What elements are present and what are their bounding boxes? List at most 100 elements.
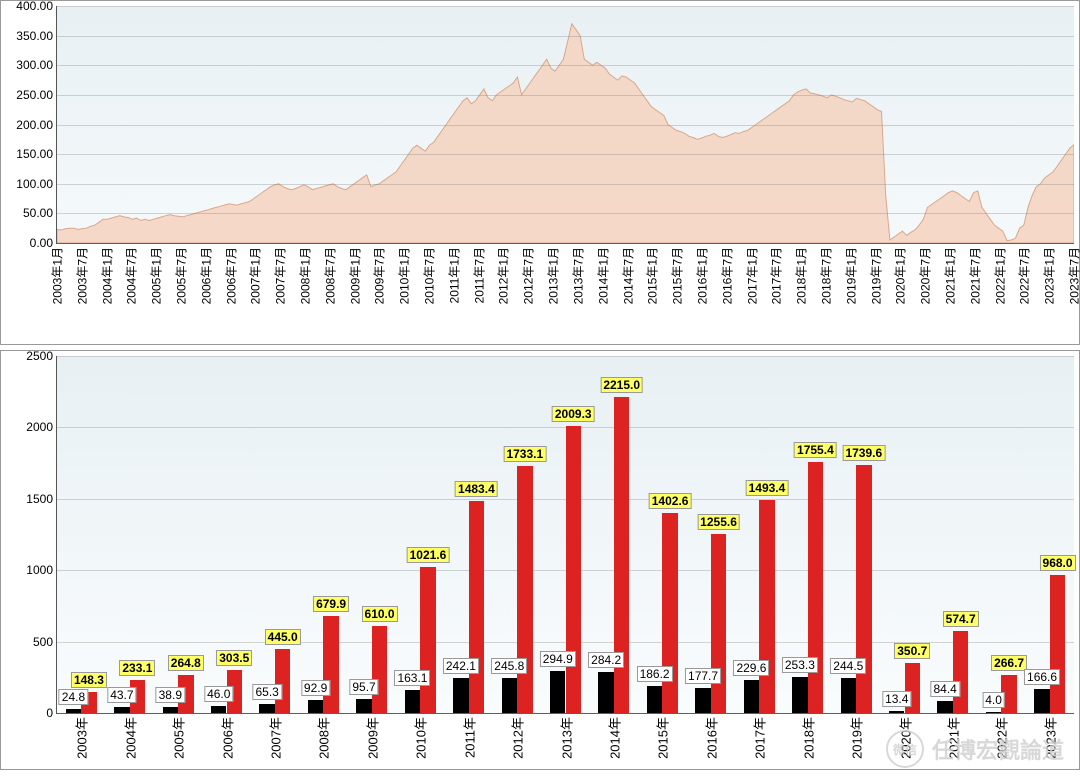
x-axis-label: 2014年 bbox=[604, 717, 623, 759]
x-axis-label: 2005年7月 bbox=[173, 247, 190, 304]
x-axis-label: 2007年1月 bbox=[247, 247, 264, 304]
bar-monthly bbox=[647, 686, 662, 713]
gridline bbox=[57, 213, 1074, 214]
bar-cumulative bbox=[372, 626, 387, 713]
gridline bbox=[57, 36, 1074, 37]
x-axis-label: 2018年7月 bbox=[817, 247, 834, 304]
bar-monthly bbox=[308, 700, 323, 713]
bar-monthly bbox=[502, 678, 517, 713]
x-axis-label: 2009年 bbox=[362, 717, 381, 759]
y-axis-label: 250.00 bbox=[16, 88, 53, 102]
gridline bbox=[57, 125, 1074, 126]
bar-monthly bbox=[937, 701, 952, 713]
x-axis-label: 2021年1月 bbox=[941, 247, 958, 304]
bar-monthly bbox=[453, 678, 468, 713]
y-axis-label: 50.00 bbox=[23, 206, 53, 220]
bar-chart-panel: 幸运博彩收入（亿澳门元） 历年7月当月 历年1-7月累计 05001000150… bbox=[0, 350, 1080, 770]
bar-label-monthly: 253.3 bbox=[782, 657, 818, 673]
bar-cumulative bbox=[469, 501, 484, 713]
bar-label-monthly: 92.9 bbox=[301, 680, 330, 696]
x-axis-label: 2017年7月 bbox=[768, 247, 785, 304]
bar-label-monthly: 163.1 bbox=[394, 670, 430, 686]
bar-label-monthly: 13.4 bbox=[882, 691, 911, 707]
watermark-icon: 微信 bbox=[886, 730, 924, 768]
x-axis-label: 2022年1月 bbox=[991, 247, 1008, 304]
x-axis-label: 2010年1月 bbox=[396, 247, 413, 304]
y-axis-label: 0 bbox=[46, 706, 53, 720]
x-axis-label: 2008年1月 bbox=[297, 247, 314, 304]
bar-cumulative bbox=[856, 465, 871, 713]
x-axis-label: 2012年 bbox=[508, 717, 527, 759]
x-axis-label: 2017年1月 bbox=[743, 247, 760, 304]
bar-label-monthly: 229.6 bbox=[733, 660, 769, 676]
bar-label-cumulative: 679.9 bbox=[313, 596, 349, 612]
bar-monthly bbox=[1034, 689, 1049, 713]
x-axis-label: 2006年 bbox=[217, 717, 236, 759]
bar-monthly bbox=[259, 704, 274, 713]
x-axis-label: 2017年 bbox=[750, 717, 769, 759]
gridline bbox=[57, 184, 1074, 185]
bar-label-cumulative: 1021.6 bbox=[407, 547, 450, 563]
bar-label-cumulative: 1483.4 bbox=[455, 481, 498, 497]
bar-label-monthly: 284.2 bbox=[588, 652, 624, 668]
x-axis-label: 2006年1月 bbox=[197, 247, 214, 304]
gridline bbox=[57, 65, 1074, 66]
bar-label-cumulative: 610.0 bbox=[362, 606, 398, 622]
x-axis-label: 2007年 bbox=[265, 717, 284, 759]
x-axis-label: 2004年 bbox=[120, 717, 139, 759]
x-axis-label: 2019年7月 bbox=[867, 247, 884, 304]
bar-monthly bbox=[356, 699, 371, 713]
bar-chart-plot: 050010001500200025002003年148.324.82004年2… bbox=[56, 356, 1074, 714]
bar-cumulative bbox=[759, 500, 774, 713]
y-axis-label: 100.00 bbox=[16, 177, 53, 191]
x-axis-label: 2011年 bbox=[459, 717, 478, 758]
bar-label-monthly: 46.0 bbox=[204, 686, 233, 702]
bar-label-monthly: 242.1 bbox=[443, 658, 479, 674]
x-axis-label: 2014年7月 bbox=[619, 247, 636, 304]
bar-label-monthly: 244.5 bbox=[830, 658, 866, 674]
x-axis-label: 2020年1月 bbox=[892, 247, 909, 304]
bar-monthly bbox=[405, 690, 420, 713]
x-axis-label: 2011年1月 bbox=[445, 247, 462, 303]
bar-cumulative bbox=[275, 649, 290, 713]
bar-cumulative bbox=[711, 534, 726, 713]
x-axis-label: 2009年7月 bbox=[371, 247, 388, 304]
x-axis-label: 2003年1月 bbox=[49, 247, 66, 304]
x-axis-label: 2004年7月 bbox=[123, 247, 140, 304]
bar-label-cumulative: 1733.1 bbox=[503, 446, 546, 462]
x-axis-label: 2016年7月 bbox=[718, 247, 735, 304]
x-axis-label: 2018年1月 bbox=[793, 247, 810, 304]
x-axis-label: 2013年1月 bbox=[545, 247, 562, 304]
bar-label-monthly: 177.7 bbox=[685, 668, 721, 684]
y-axis-label: 1500 bbox=[26, 492, 53, 506]
x-axis-label: 2019年1月 bbox=[842, 247, 859, 304]
bar-label-cumulative: 1493.4 bbox=[746, 480, 789, 496]
x-axis-label: 2005年 bbox=[169, 717, 188, 759]
x-axis-label: 2012年1月 bbox=[495, 247, 512, 304]
bar-label-cumulative: 233.1 bbox=[119, 660, 155, 676]
bar-label-cumulative: 1739.6 bbox=[842, 445, 885, 461]
bar-label-monthly: 245.8 bbox=[491, 658, 527, 674]
x-axis-label: 2003年7月 bbox=[73, 247, 90, 304]
bar-label-cumulative: 1755.4 bbox=[794, 442, 837, 458]
watermark-text: 任博宏觀論道 bbox=[932, 733, 1064, 765]
x-axis-label: 2010年7月 bbox=[421, 247, 438, 304]
bar-monthly bbox=[841, 678, 856, 713]
x-axis-label: 2014年1月 bbox=[594, 247, 611, 304]
x-axis-label: 2023年7月 bbox=[1066, 247, 1080, 304]
y-axis-label: 200.00 bbox=[16, 118, 53, 132]
bar-monthly bbox=[550, 671, 565, 713]
bar-monthly bbox=[211, 706, 226, 713]
bar-label-monthly: 24.8 bbox=[59, 689, 88, 705]
bar-label-cumulative: 1402.6 bbox=[649, 493, 692, 509]
gridline bbox=[57, 6, 1074, 7]
x-axis-label: 2022年7月 bbox=[1016, 247, 1033, 304]
x-axis-label: 2016年1月 bbox=[693, 247, 710, 304]
bar-monthly bbox=[66, 709, 81, 713]
x-axis-label: 2015年 bbox=[653, 717, 672, 759]
y-axis-label: 2000 bbox=[26, 420, 53, 434]
x-axis-label: 2018年 bbox=[798, 717, 817, 759]
y-axis-label: 150.00 bbox=[16, 147, 53, 161]
bar-label-monthly: 95.7 bbox=[349, 679, 378, 695]
y-axis-label: 300.00 bbox=[16, 58, 53, 72]
